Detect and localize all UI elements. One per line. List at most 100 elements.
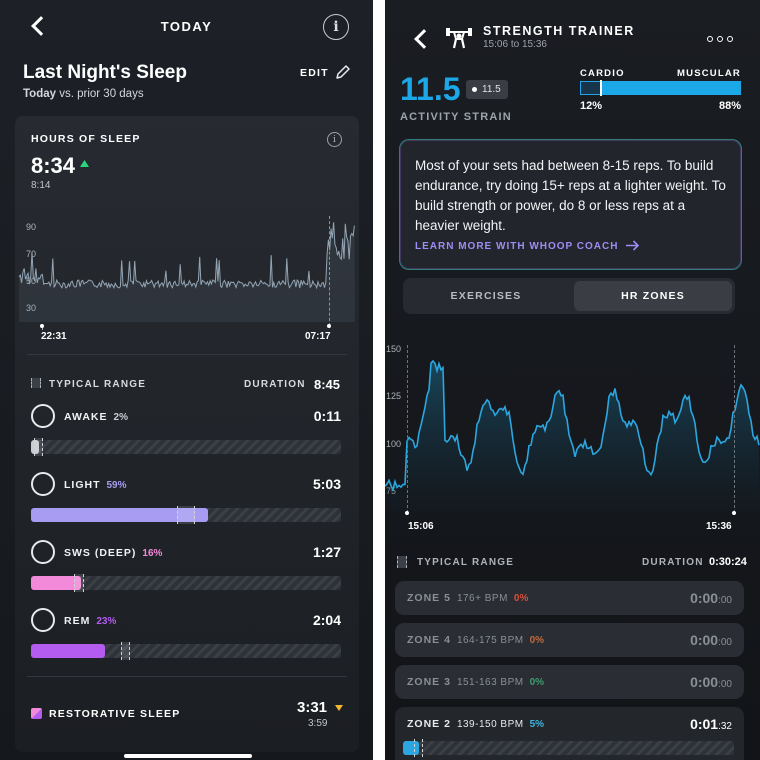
zone-bpm: 139-150 BPM: [456, 719, 524, 730]
hours-prior: 8:14: [31, 180, 51, 191]
muscular-label: MUSCULAR: [677, 68, 741, 79]
ytick-label: 50: [26, 276, 36, 286]
cardio-label: CARDIO: [580, 68, 625, 79]
hr-area: [385, 361, 760, 513]
subtitle-today: Today: [23, 88, 57, 100]
coach-link[interactable]: LEARN MORE WITH WHOOP COACH: [415, 240, 640, 252]
muscular-pct: 88%: [718, 100, 741, 112]
home-indicator: [124, 754, 252, 758]
zone-label: ZONE 3 151-163 BPM 0%: [407, 676, 544, 688]
ytick-label: 30: [26, 303, 36, 313]
duration-label: DURATION: [642, 557, 704, 568]
info-icon[interactable]: i: [323, 14, 349, 40]
typical-range-marker: [120, 642, 131, 660]
trend-up-icon: [80, 160, 89, 167]
stage-circle-icon: [31, 472, 55, 496]
view-toggle: EXERCISES HR ZONES: [403, 278, 735, 314]
duration-value: 8:45: [314, 377, 341, 392]
zone-time-main: 0:01: [690, 716, 719, 732]
stage-bar-fill: [31, 644, 106, 658]
restorative-value: 3:31: [297, 699, 328, 716]
page-title: Last Night's Sleep: [23, 62, 187, 83]
time-to: 15:36: [521, 39, 547, 50]
stage-bar-track: [31, 642, 341, 660]
zone-row[interactable]: ZONE 2 139-150 BPM 5% 0:01:32: [395, 707, 744, 760]
zone-time-seconds: :32: [718, 721, 732, 732]
end-dot: [732, 511, 736, 515]
stage-pct: 23%: [96, 616, 117, 627]
time-to-word: to: [510, 39, 520, 50]
hours-info-icon[interactable]: i: [327, 132, 342, 147]
zone-pct: 5%: [529, 719, 545, 730]
sleep-hr-chart: [18, 222, 355, 322]
typical-range-marker: [74, 574, 84, 592]
coach-link-label[interactable]: LEARN MORE WITH WHOOP COACH: [415, 241, 619, 252]
zone-time-main: 0:00: [690, 632, 719, 648]
zone-row[interactable]: ZONE 5 176+ BPM 0% 0:00:00: [395, 581, 744, 615]
zone-bar-fill: [403, 741, 419, 755]
strain-label: ACTIVITY STRAIN: [400, 111, 512, 123]
restorative-prior: 3:59: [308, 718, 328, 729]
stage-bar-fill: [31, 508, 208, 522]
zone-name: ZONE 5: [407, 592, 451, 604]
trend-down-icon: [335, 705, 343, 711]
ytick-label: 90: [26, 222, 37, 232]
stage-bar-track: [31, 574, 341, 592]
zone-label: ZONE 5 176+ BPM 0%: [407, 592, 528, 604]
zone-name: ZONE 3: [407, 676, 451, 688]
zone-row[interactable]: ZONE 4 164-175 BPM 0% 0:00:00: [395, 623, 744, 657]
duration-label: DURATION: [244, 379, 306, 390]
cardio-pct: 12%: [580, 100, 603, 112]
zone-time: 0:00:00: [690, 590, 732, 606]
stage-name: SWS (DEEP): [64, 547, 137, 559]
arrow-right-icon[interactable]: [626, 240, 640, 251]
stage-label: AWAKE 2%: [64, 411, 128, 423]
cardio-fill: [581, 82, 601, 94]
zone-pct: 0%: [529, 635, 545, 646]
stage-circle-icon: [31, 540, 55, 564]
coach-text: Most of your sets had between 8-15 reps.…: [415, 158, 726, 233]
hours-value: 8:34: [31, 153, 76, 178]
end-time: 07:17: [305, 331, 331, 342]
strain-badge: 11.5: [466, 80, 508, 99]
stage-duration: 2:04: [312, 612, 341, 628]
pencil-icon[interactable]: [335, 64, 351, 80]
zone-row[interactable]: ZONE 3 151-163 BPM 0% 0:00:00: [395, 665, 744, 699]
stage-bar-track: [31, 438, 341, 456]
stage-pct: 59%: [106, 480, 127, 491]
stage-duration: 5:03: [312, 476, 341, 492]
coach-insight-card: Most of your sets had between 8-15 reps.…: [399, 139, 742, 270]
zone-label: ZONE 4 164-175 BPM 0%: [407, 634, 544, 646]
weightlifter-icon: [446, 28, 472, 49]
stage-label: LIGHT 59%: [64, 479, 127, 491]
typical-range-label: TYPICAL RANGE: [417, 557, 515, 568]
sleep-line: [18, 222, 355, 290]
more-menu-icon[interactable]: [707, 36, 733, 42]
tab-exercises[interactable]: EXERCISES: [450, 290, 522, 302]
stage-bar-fill: [31, 576, 81, 590]
back-chevron-icon[interactable]: [414, 29, 434, 49]
zone-time-main: 0:00: [690, 590, 719, 606]
zone-bpm: 151-163 BPM: [456, 677, 524, 688]
strain-value: 11.5: [400, 71, 461, 107]
typical-range-label: TYPICAL RANGE: [49, 379, 147, 390]
stage-label: REM 23%: [64, 615, 116, 627]
subtitle-rest: vs. prior 30 days: [56, 88, 144, 100]
ytick-label: 150: [386, 344, 402, 354]
zone-time-seconds: :00: [718, 595, 732, 606]
ytick-label: 125: [386, 391, 402, 401]
zone-time: 0:00:00: [690, 674, 732, 690]
stage-duration: 1:27: [312, 544, 341, 560]
zone-name: ZONE 4: [407, 634, 451, 646]
zone-time: 0:01:32: [690, 716, 732, 732]
tab-hr-zones[interactable]: HR ZONES: [574, 281, 732, 311]
start-marker: [407, 345, 408, 513]
zone-bar-track: [403, 739, 734, 757]
ytick-label: 100: [386, 439, 402, 449]
edit-button[interactable]: EDIT: [300, 67, 329, 79]
zone-time-seconds: :00: [718, 679, 732, 690]
page-subtitle: Today vs. prior 30 days: [23, 88, 144, 100]
activity-time: 15:06 to 15:36: [483, 39, 547, 50]
end-time: 15:36: [706, 521, 732, 532]
zone-pct: 0%: [529, 677, 545, 688]
